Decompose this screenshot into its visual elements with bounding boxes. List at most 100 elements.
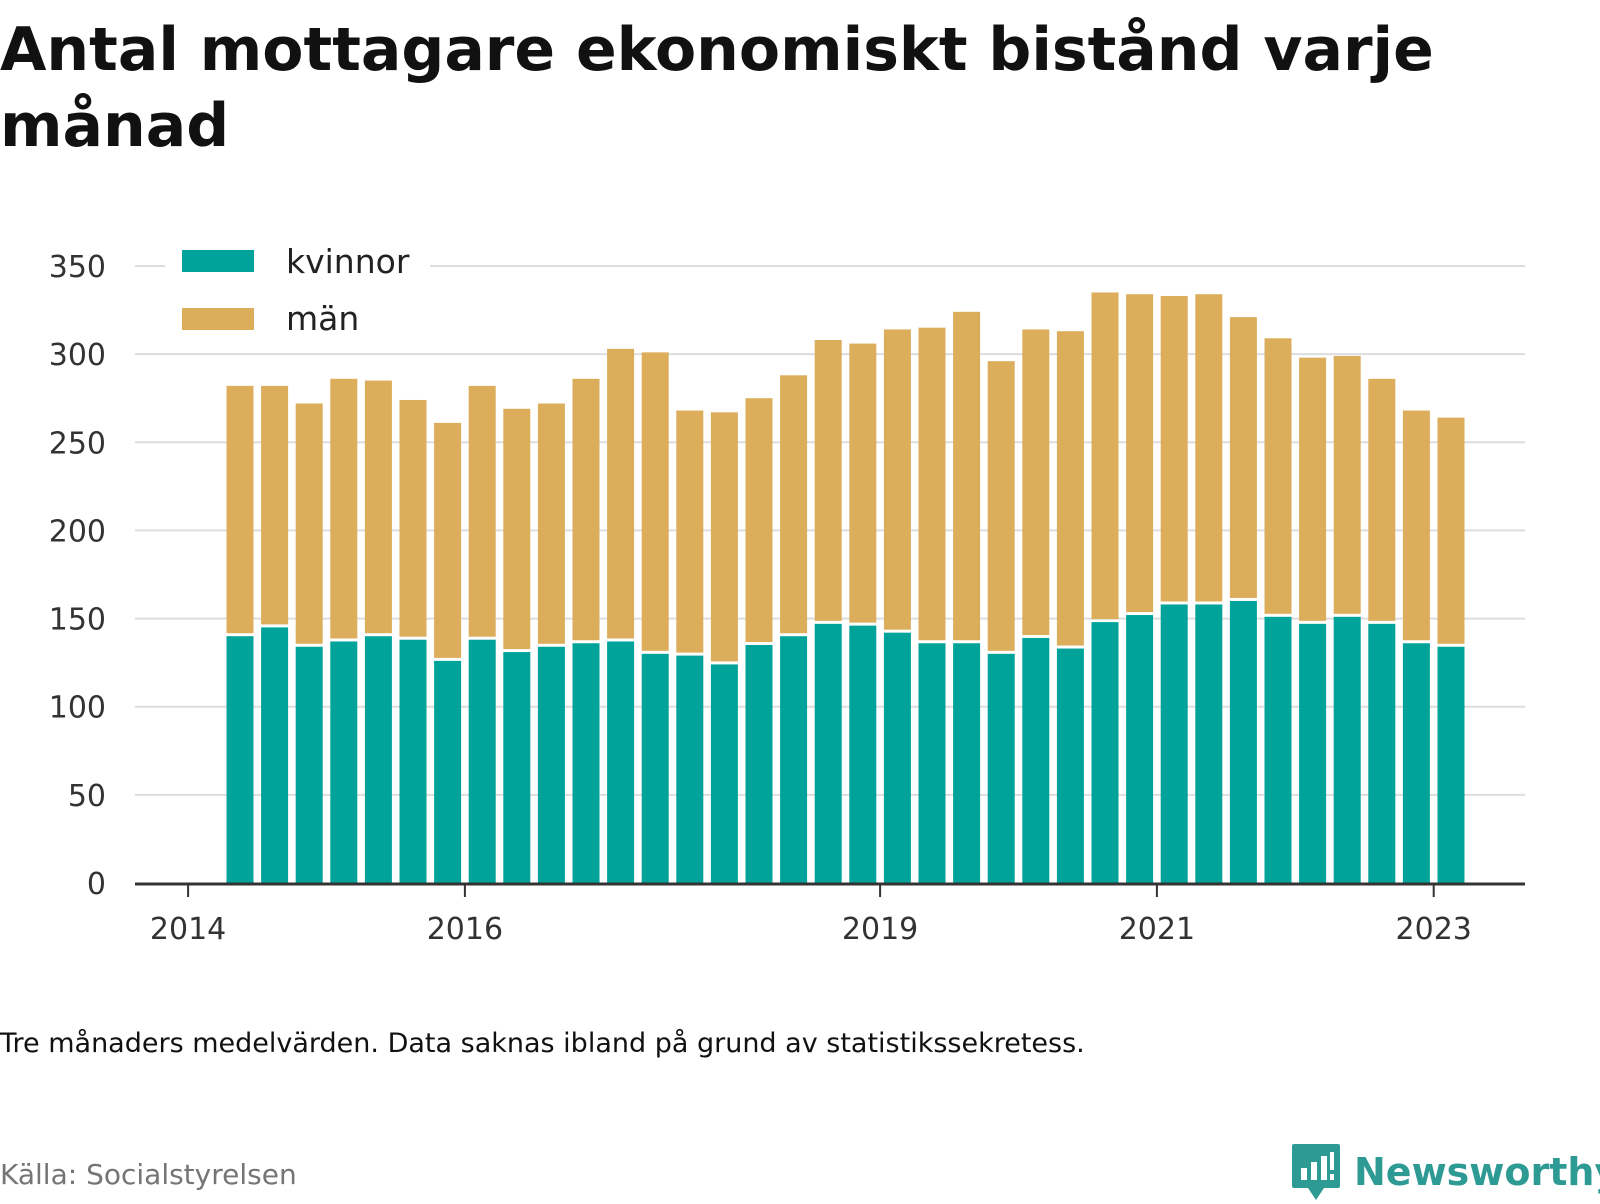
y-tick-label: 100 (49, 691, 106, 726)
bar-man (1195, 294, 1223, 602)
bar-kvinnor (1264, 616, 1292, 883)
bar-man (364, 380, 392, 634)
bar-kvinnor (607, 641, 635, 883)
legend-swatch-kvinnor (182, 250, 254, 272)
chart-title: Antal mottagare ekonomiskt bistånd varje… (0, 15, 1434, 161)
stacked-bar-chart: 2014 2016 2019 2021 2023 0 50 100 150 200 250 300 3… (49, 230, 1525, 947)
y-tick-label: 300 (49, 338, 106, 373)
bar-man (987, 361, 1015, 651)
source-credit: Källa: Socialstyrelsen (0, 1158, 297, 1191)
bar-kvinnor (849, 625, 877, 883)
bar-man (503, 408, 531, 650)
y-tick-label: 0 (87, 867, 106, 902)
y-tick-label: 200 (49, 514, 106, 549)
bar-kvinnor (261, 627, 289, 883)
bar-man (1333, 355, 1361, 614)
bar-man (676, 410, 704, 653)
legend-swatch-man (182, 308, 254, 330)
x-tick-label: 2021 (1119, 912, 1195, 947)
bar-kvinnor (1091, 622, 1119, 883)
bar-man (849, 343, 877, 623)
bar-man (261, 385, 289, 625)
legend-label-man: män (286, 299, 359, 338)
bar-kvinnor (1160, 604, 1188, 883)
bar-man (1229, 317, 1257, 598)
x-tick-label: 2019 (842, 912, 918, 947)
bar-man (434, 422, 462, 658)
x-tick-label: 2014 (150, 912, 226, 947)
bar-kvinnor (1402, 643, 1430, 883)
bar-kvinnor (226, 636, 254, 883)
bar-kvinnor (987, 653, 1015, 883)
bar-man (226, 385, 254, 634)
bar-man (1022, 329, 1050, 635)
bar-kvinnor (641, 653, 669, 883)
bar-man (295, 403, 323, 644)
bar-kvinnor (572, 643, 600, 883)
bar-kvinnor (1437, 646, 1465, 883)
bar-kvinnor (1299, 623, 1327, 883)
bar-kvinnor (1195, 604, 1223, 883)
bar-kvinnor (537, 646, 565, 883)
bar-kvinnor (1126, 615, 1154, 883)
chart-note: Tre månaders medelvärden. Data saknas ib… (0, 1028, 1085, 1059)
bar-kvinnor (330, 641, 358, 883)
bar-man (1402, 410, 1430, 641)
bar-man (953, 311, 981, 641)
bar-man (1126, 294, 1154, 613)
bar-man (1264, 338, 1292, 614)
bar-kvinnor (1333, 616, 1361, 883)
bar-man (1368, 378, 1396, 621)
y-tick-label: 350 (49, 250, 106, 285)
bar-kvinnor (1056, 648, 1084, 883)
bar-man (468, 385, 496, 637)
bar-kvinnor (468, 639, 496, 883)
bar-kvinnor (503, 652, 531, 883)
bar-kvinnor (295, 646, 323, 883)
bar-man (1437, 417, 1465, 644)
bar-kvinnor (399, 639, 427, 883)
bar-kvinnor (676, 655, 704, 883)
bar-man (1056, 331, 1084, 646)
bar-kvinnor (1368, 623, 1396, 883)
newsworthy-logo-icon (1292, 1144, 1340, 1200)
bar-man (641, 352, 669, 651)
bar-kvinnor (1229, 600, 1257, 883)
y-tick-label: 150 (49, 603, 106, 638)
bar-kvinnor (918, 643, 946, 883)
bar-kvinnor (364, 636, 392, 883)
bar-man (330, 378, 358, 639)
bar-man (1091, 292, 1119, 620)
bar-kvinnor (434, 660, 462, 883)
bar-man (399, 399, 427, 637)
bar-man (745, 398, 773, 643)
y-axis-labels: 0 50 100 150 200 250 300 350 (49, 250, 106, 902)
bar-kvinnor (745, 645, 773, 883)
bar-kvinnor (814, 623, 842, 883)
bar-kvinnor (953, 643, 981, 883)
bar-kvinnor (780, 636, 808, 883)
bar-man (780, 375, 808, 634)
bar-man (710, 412, 738, 662)
y-tick-label: 50 (68, 779, 106, 814)
x-tick-label: 2016 (427, 912, 503, 947)
legend: kvinnor män (165, 230, 430, 348)
bar-man (1160, 295, 1188, 602)
bars (226, 292, 1465, 883)
y-tick-label: 250 (49, 426, 106, 461)
brand-logo: Newsworthy (1290, 1140, 1600, 1204)
bar-man (607, 348, 635, 639)
bar-man (814, 340, 842, 621)
legend-label-kvinnor: kvinnor (286, 242, 410, 281)
bar-man (572, 378, 600, 641)
bar-man (537, 403, 565, 644)
x-axis: 2014 2016 2019 2021 2023 (135, 882, 1525, 947)
bar-man (1299, 357, 1327, 621)
bar-man (883, 329, 911, 630)
bar-kvinnor (883, 632, 911, 883)
bar-kvinnor (710, 664, 738, 883)
bar-man (918, 327, 946, 641)
x-tick-label: 2023 (1396, 912, 1472, 947)
brand-name: Newsworthy (1354, 1150, 1600, 1194)
bar-kvinnor (1022, 637, 1050, 883)
